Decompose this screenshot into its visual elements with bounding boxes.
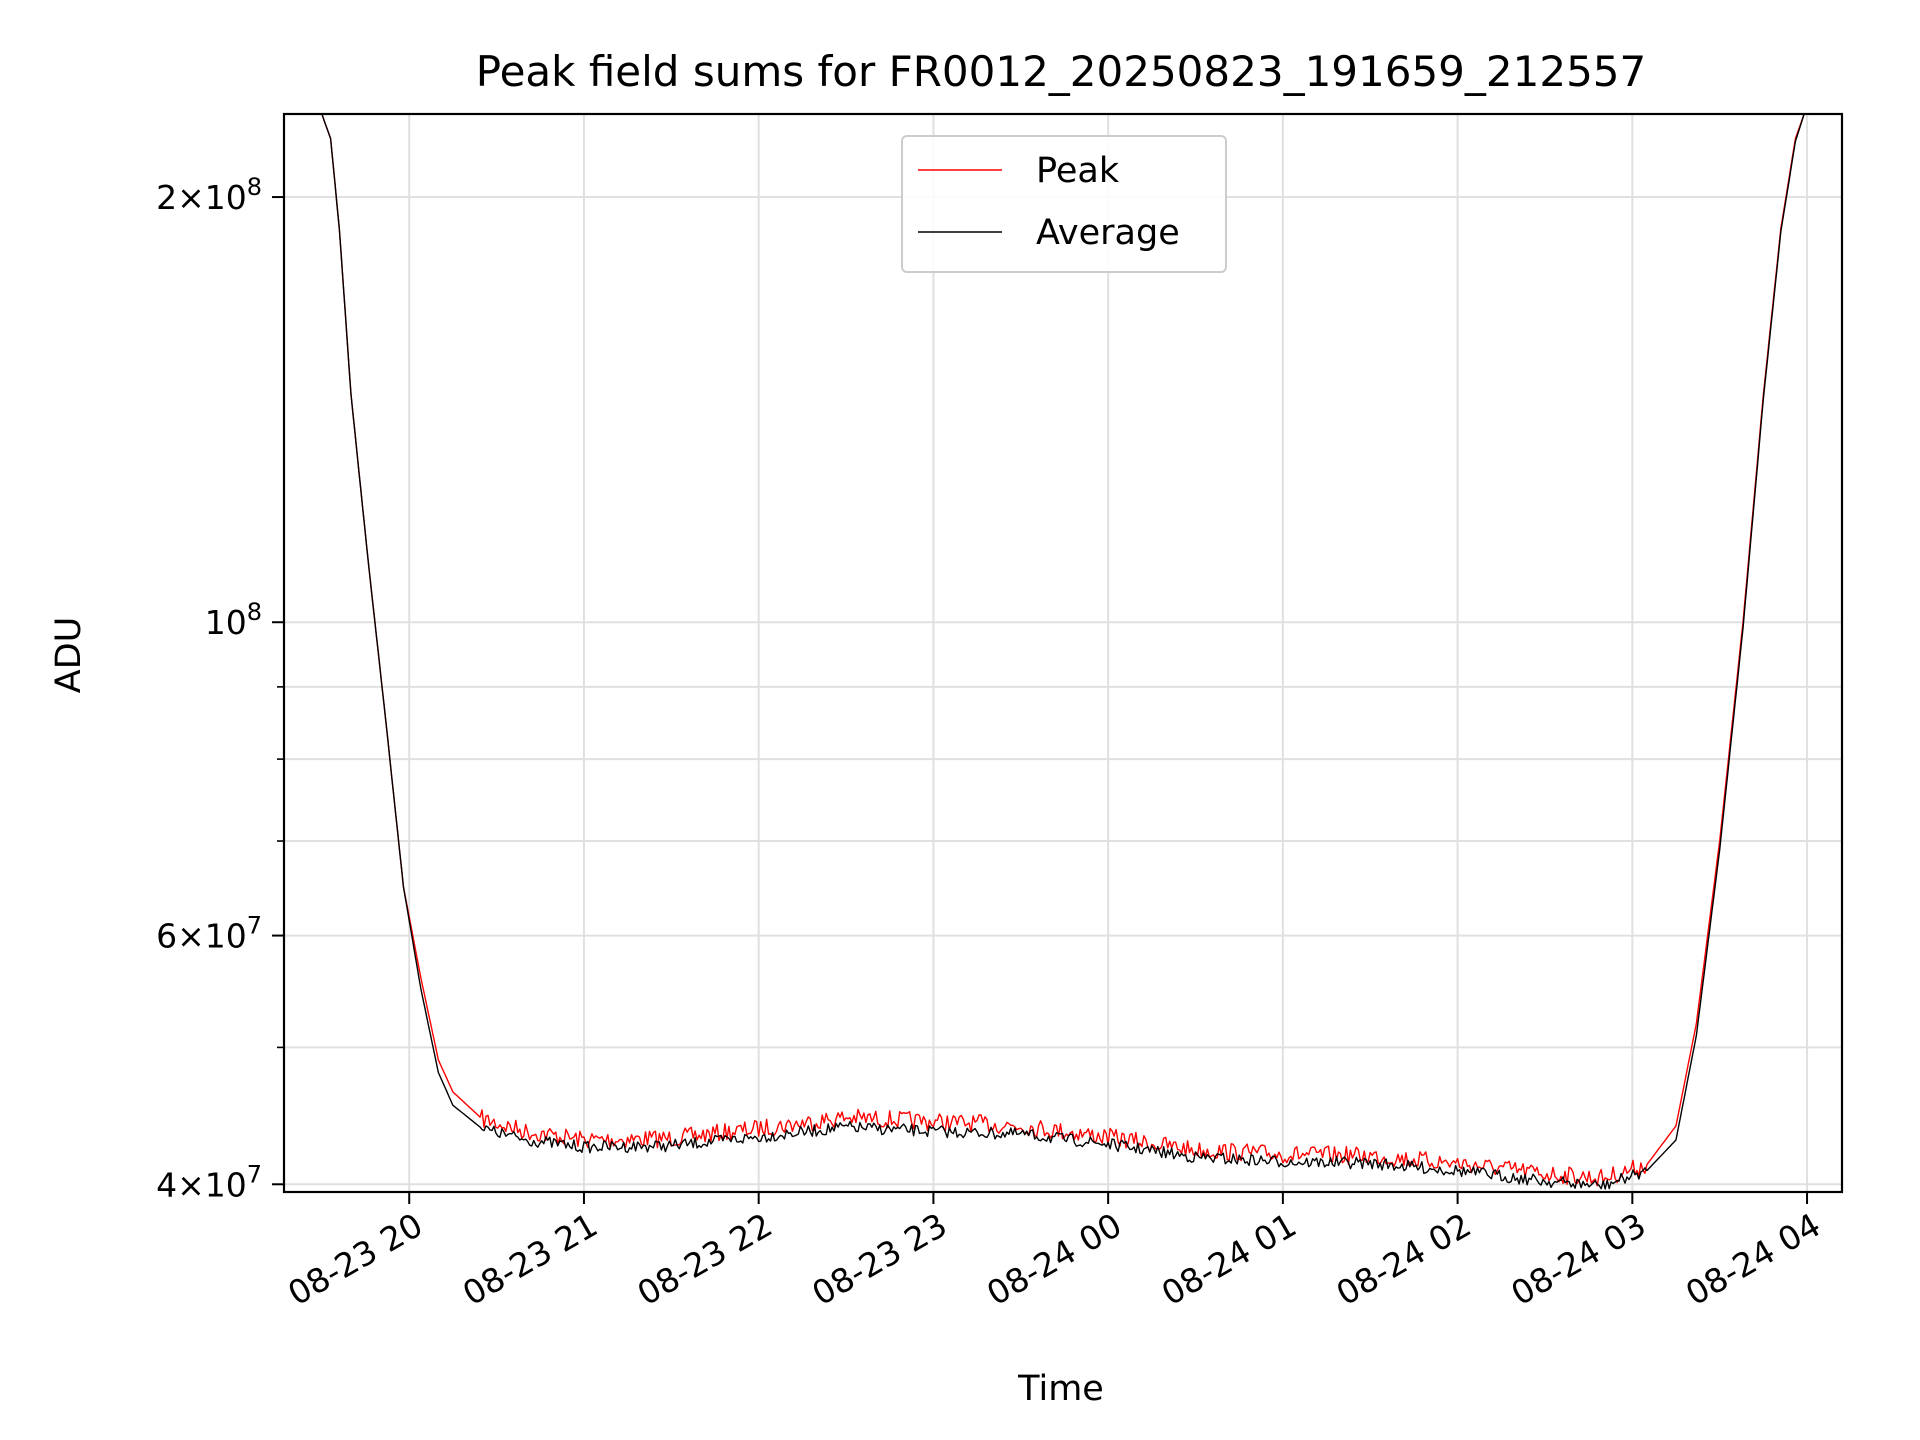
legend-label-peak: Peak: [1036, 151, 1120, 191]
series-group: [284, 114, 1842, 1190]
series-line-peak: [284, 114, 1842, 1187]
x-axis-title: Time: [1017, 1369, 1104, 1409]
y-axis-title: ADU: [49, 617, 89, 694]
y-tick-label: 4×107: [156, 1160, 262, 1204]
y-tick-label: 2×108: [156, 173, 262, 217]
y-tick-label: 6×107: [156, 912, 262, 956]
legend-label-average: Average: [1036, 213, 1180, 253]
legend: Peak Average: [901, 135, 1227, 273]
chart-title: Peak field sums for FR0012_20250823_1916…: [476, 47, 1646, 96]
plot-frame: [282, 112, 1844, 1194]
series-line-average: [284, 114, 1842, 1190]
